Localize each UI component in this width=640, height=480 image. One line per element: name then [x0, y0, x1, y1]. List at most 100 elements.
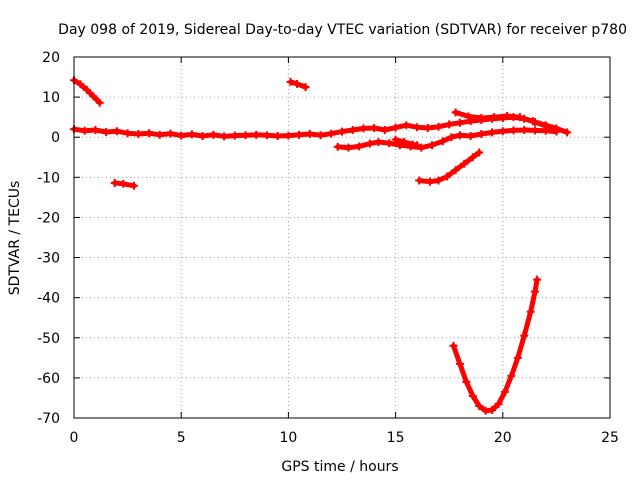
x-tick-label: 25: [601, 430, 619, 446]
data-point: [80, 126, 89, 135]
data-series-9: [449, 275, 542, 415]
data-point: [286, 77, 295, 86]
y-tick-label: -40: [37, 291, 60, 307]
data-point: [451, 166, 460, 175]
data-point: [447, 133, 456, 142]
data-point: [515, 113, 524, 122]
data-point: [355, 142, 364, 151]
data-point: [123, 129, 132, 138]
x-tick-label: 15: [387, 430, 405, 446]
data-point: [415, 176, 424, 185]
x-tick-label: 10: [279, 430, 297, 446]
x-axis-label: GPS time / hours: [281, 459, 398, 475]
data-point: [252, 130, 261, 139]
data-point: [301, 83, 310, 92]
y-tick-label: 20: [42, 50, 60, 66]
data-point: [370, 123, 379, 132]
data-point: [338, 127, 346, 136]
data-point: [241, 131, 250, 140]
data-point: [475, 148, 484, 157]
data-point: [455, 118, 464, 127]
x-tick-label: 0: [70, 430, 79, 446]
data-point: [445, 120, 454, 129]
data-point: [110, 178, 119, 187]
data-point: [488, 405, 497, 414]
grid-lines: [74, 57, 610, 418]
data-point: [533, 275, 542, 284]
data-point: [413, 123, 422, 132]
axis-ticks: 0 5 10 15 20 25 20 10 0 -10 -20 -30 -40 -50 -60 -70: [37, 50, 619, 446]
data-point: [89, 92, 98, 101]
data-point: [464, 112, 473, 121]
data-point: [498, 127, 507, 136]
y-tick-label: -60: [37, 371, 60, 387]
data-point: [455, 359, 464, 368]
plot-frame: [73, 56, 611, 419]
y-tick-label: -50: [37, 331, 60, 347]
data-point: [305, 130, 314, 139]
data-point: [177, 131, 186, 140]
data-point: [91, 126, 100, 135]
data-point: [490, 113, 499, 122]
y-tick-label: -30: [37, 251, 60, 267]
data-point: [520, 126, 529, 135]
data-point: [102, 128, 111, 137]
data-point: [494, 399, 503, 408]
data-point: [449, 341, 458, 350]
data-point: [380, 126, 389, 135]
data-series-1: [70, 76, 104, 107]
data-point: [400, 138, 409, 147]
data-point: [348, 126, 357, 135]
y-tick-label: -70: [37, 411, 60, 427]
data-point: [273, 132, 282, 141]
data-point: [552, 127, 561, 136]
data-point: [402, 121, 411, 130]
data-point: [374, 138, 383, 147]
data-point: [76, 80, 85, 89]
data-point: [507, 371, 516, 380]
data-point: [503, 111, 512, 120]
data-point: [333, 142, 342, 151]
data-point: [292, 79, 301, 88]
data-point: [477, 113, 486, 122]
chart-title: Day 098 of 2019, Sidereal Day-to-day VTE…: [58, 22, 627, 38]
y-axis-label: SDTVAR / TECUs: [7, 181, 23, 296]
data-point: [513, 353, 522, 362]
data-point: [166, 129, 175, 138]
data-point: [425, 177, 434, 186]
data-point: [262, 131, 271, 140]
data-point: [209, 130, 218, 139]
data-point: [417, 143, 426, 152]
data-point: [198, 132, 207, 141]
data-point: [509, 126, 518, 135]
data-point: [462, 377, 471, 386]
data-point: [187, 130, 196, 139]
data-point: [468, 153, 477, 162]
data-point: [413, 141, 422, 150]
data-point: [477, 130, 486, 139]
series-line: [451, 277, 540, 414]
data-point: [134, 130, 143, 139]
data-series: [70, 76, 572, 415]
data-point: [112, 127, 121, 136]
data-point: [327, 129, 336, 138]
x-tick-label: 20: [494, 430, 512, 446]
data-point: [391, 135, 400, 144]
data-point: [365, 139, 374, 148]
data-point: [443, 172, 452, 181]
data-point: [438, 137, 447, 146]
data-point: [119, 179, 128, 188]
data-series-2: [110, 178, 139, 190]
y-tick-label: -10: [37, 170, 60, 186]
data-point: [488, 128, 497, 137]
data-point: [359, 124, 368, 133]
data-point: [344, 143, 353, 152]
data-point: [451, 108, 460, 117]
data-point: [434, 176, 443, 185]
data-point: [423, 123, 432, 132]
x-tick-label: 5: [177, 430, 186, 446]
data-point: [563, 128, 572, 137]
data-point: [82, 85, 91, 94]
data-point: [155, 130, 164, 139]
